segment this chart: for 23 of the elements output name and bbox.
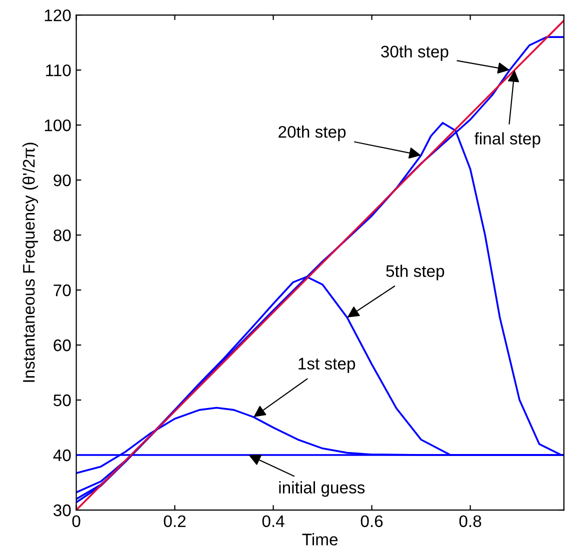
y-tick-label: 100 xyxy=(44,119,71,132)
annotation: final step xyxy=(474,132,540,148)
x-tick-label: 0.2 xyxy=(164,515,186,528)
y-axis-title: Instantaneous Frequency (θ'/2π) xyxy=(22,142,38,382)
y-tick-label: 30 xyxy=(54,504,71,516)
y-tick-label: 90 xyxy=(54,174,71,186)
x-axis-title: Time xyxy=(302,533,338,546)
y-tick-label: 110 xyxy=(46,64,71,76)
annotation: 20th step xyxy=(278,126,346,142)
x-tick-label: 0 xyxy=(72,515,80,528)
y-tick-label: 50 xyxy=(54,394,71,406)
y-tick-label: 40 xyxy=(53,449,71,462)
y-tick-label: 70 xyxy=(54,284,71,296)
y-tick-label: 120 xyxy=(44,9,71,22)
x-tick-label: 0.6 xyxy=(360,515,383,528)
y-tick-label: 80 xyxy=(54,229,71,242)
annotation: 5th step xyxy=(386,264,444,280)
annotation: 30th step xyxy=(381,45,448,61)
annotation: initial guess xyxy=(279,481,365,497)
x-tick-label: 0.4 xyxy=(262,515,284,528)
y-tick-label: 60 xyxy=(54,339,71,352)
annotation: 1st step xyxy=(298,358,356,373)
x-tick-label: 0.8 xyxy=(459,515,482,528)
